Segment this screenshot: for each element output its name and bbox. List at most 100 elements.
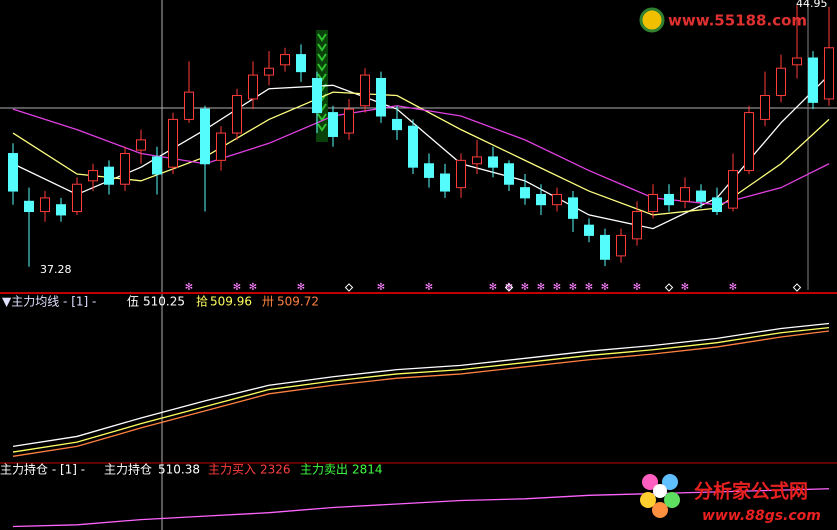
- legend-value: 2326: [260, 463, 291, 477]
- candle-body: [24, 200, 34, 213]
- signal-diamond: [792, 283, 802, 292]
- price-annotation: 44.95: [796, 0, 828, 10]
- signal-star: ✻: [633, 282, 641, 293]
- candle-body: [264, 67, 274, 76]
- candle-body: [216, 132, 226, 161]
- candle-body: [728, 170, 738, 209]
- legend-name: 拾: [196, 294, 208, 309]
- candle-body: [56, 204, 66, 216]
- candle-body: [136, 139, 146, 151]
- candle-body: [200, 108, 210, 165]
- candle-body: [696, 190, 706, 202]
- signal-diamond: [344, 283, 354, 292]
- candle-body: [168, 118, 178, 168]
- legend-value: 510.38: [158, 463, 200, 477]
- series-line: [12, 322, 830, 448]
- legend-name: 主力卖出: [300, 463, 348, 477]
- candle-body: [232, 95, 242, 134]
- candle-body: [296, 54, 306, 73]
- candle-body: [40, 197, 50, 213]
- legend-value: 509.96: [210, 295, 252, 309]
- candle-body: [552, 193, 562, 206]
- watermark-top: www.55188.com: [668, 12, 807, 30]
- signal-star: ✻: [569, 282, 577, 293]
- signal-diamond: [664, 283, 674, 292]
- candle-body: [632, 211, 642, 240]
- candle-body: [344, 108, 354, 134]
- candle-body: [424, 163, 434, 178]
- series-line: [12, 488, 830, 528]
- legend-name: 主力持仓: [104, 462, 152, 477]
- candle-body: [360, 74, 370, 107]
- signal-star: ✻: [233, 282, 241, 293]
- candle-body: [536, 193, 546, 206]
- candle-body: [712, 197, 722, 213]
- candle-body: [584, 224, 594, 236]
- signal-star: ✻: [377, 282, 385, 293]
- candle-body: [152, 156, 162, 175]
- plot-area: 44.95 37.28 ✻ ✻ ✻ ✻ ✻ ✻ ✻ ✻ ✻ ✻ ✻ ✻ ✻ ✻ ✻ ✻ ✻: [8, 0, 834, 528]
- candle-body: [376, 77, 386, 117]
- signal-star: ✻: [505, 282, 513, 293]
- signal-star: ✻: [553, 282, 561, 293]
- candle-body: [648, 193, 658, 213]
- candle-body: [120, 153, 130, 185]
- signal-star: ✻: [537, 282, 545, 293]
- candle-body: [408, 125, 418, 168]
- candle-body: [440, 173, 450, 192]
- candle-body: [616, 234, 626, 257]
- legend-name: 伍: [127, 295, 139, 309]
- signal-star: ✻: [585, 282, 593, 293]
- candle-body: [488, 156, 498, 168]
- candle-body: [72, 183, 82, 213]
- legend-value: 2814: [352, 463, 383, 477]
- candle-body: [456, 159, 466, 189]
- legend-name: 主力买入: [208, 463, 256, 477]
- candle-body: [520, 187, 530, 199]
- candle-body: [472, 156, 482, 165]
- candle-body: [824, 47, 834, 100]
- series-line: [12, 326, 830, 453]
- candle-body: [88, 170, 98, 182]
- signal-star: ✻: [249, 282, 257, 293]
- watermark-url: www.88gs.com: [702, 508, 821, 524]
- candle-body: [680, 187, 690, 202]
- candle-body: [792, 57, 802, 66]
- candle-body: [248, 74, 258, 100]
- candle-body: [8, 153, 18, 192]
- series-line: [12, 105, 830, 206]
- flower-icon: [640, 474, 680, 518]
- candle-body: [664, 193, 674, 206]
- candle-body: [504, 163, 514, 185]
- candle-body: [744, 112, 754, 172]
- signal-star: ✻: [489, 282, 497, 293]
- candle-body: [760, 95, 770, 120]
- signal-star: ✻: [521, 282, 529, 293]
- legend-value: 510.25: [143, 295, 185, 309]
- signal-star: ✻: [425, 282, 433, 293]
- candle-body: [312, 77, 322, 114]
- legend-name: 卅: [262, 295, 274, 309]
- legend-value: 509.72: [277, 295, 319, 309]
- candle-body: [280, 54, 290, 66]
- logo-icon: [639, 7, 665, 33]
- price-annotation: 37.28: [40, 263, 72, 276]
- candle-body: [600, 234, 610, 260]
- signal-star: ✻: [297, 282, 305, 293]
- candle-body: [184, 91, 194, 120]
- signal-star: ✻: [185, 282, 193, 293]
- series-line: [12, 330, 830, 457]
- watermarks: www.55188.com 分析家公式网 www.88gs.com: [639, 7, 821, 524]
- panel-title: 主力持仓 - [1] -: [0, 462, 85, 477]
- candle-body: [568, 197, 578, 219]
- signal-star: ✻: [601, 282, 609, 293]
- signal-star: ✻: [729, 282, 737, 293]
- candle-body: [808, 57, 818, 103]
- candle-body: [776, 67, 786, 97]
- signal-diamond: [504, 283, 514, 292]
- signal-star: ✻: [681, 282, 689, 293]
- panel-title: ▼主力均线 - [1] -: [2, 295, 96, 309]
- candle-body: [104, 166, 114, 185]
